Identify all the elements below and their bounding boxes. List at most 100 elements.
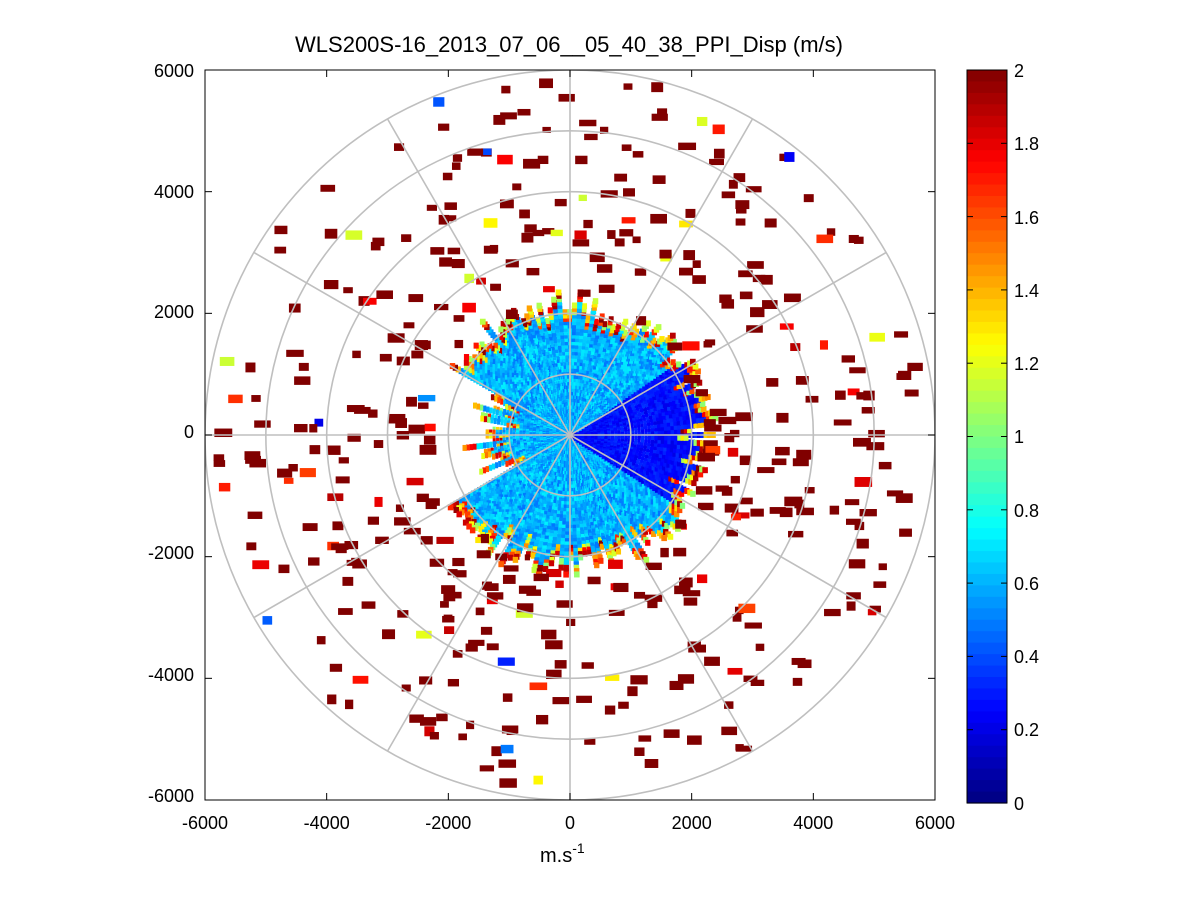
- data-cell: [472, 360, 477, 367]
- data-cell: [563, 329, 568, 336]
- data-cell: [595, 343, 600, 350]
- data-cell: [686, 366, 693, 373]
- data-cell: [544, 511, 548, 518]
- data-cell: [572, 477, 576, 484]
- data-cell: [683, 390, 689, 397]
- data-cell: [609, 544, 615, 551]
- data-cell: [557, 384, 561, 391]
- data-cell: [614, 359, 619, 366]
- data-cell: [649, 387, 654, 394]
- data-cell: [515, 550, 521, 557]
- data-cell: [558, 476, 562, 483]
- data-cell: [561, 477, 565, 484]
- data-cell: [561, 346, 565, 353]
- data-cell: [539, 555, 545, 562]
- data-cell: [676, 361, 682, 368]
- data-cell: [612, 369, 616, 376]
- data-cell: [643, 383, 647, 390]
- data-cell: [585, 368, 589, 375]
- data-cell: [590, 314, 595, 321]
- data-cell: [530, 339, 535, 346]
- data-cell: [639, 389, 643, 396]
- data-cell: [532, 353, 537, 360]
- data-cell: [555, 544, 561, 551]
- data-cell: [514, 542, 519, 549]
- data-cell: [518, 489, 522, 496]
- data-cell: [541, 510, 545, 517]
- data-cell: [551, 474, 555, 481]
- data-cell: [486, 406, 490, 413]
- data-cell: [538, 475, 542, 482]
- data-cell: [601, 338, 606, 345]
- data-cell: [563, 325, 568, 332]
- data-cell: [664, 428, 668, 435]
- data-cell: [604, 384, 608, 391]
- data-cell: [526, 330, 531, 337]
- data-cell: [654, 408, 659, 415]
- data-cell: [551, 389, 555, 396]
- data-cell: [581, 493, 585, 500]
- data-cell: [546, 384, 550, 391]
- data-cell: [517, 375, 521, 382]
- data-cell: [686, 422, 692, 429]
- data-cell: [641, 380, 645, 387]
- data-cell: [593, 521, 598, 528]
- data-cell: [571, 389, 575, 396]
- data-cell: [558, 319, 564, 326]
- data-cell: [598, 365, 602, 372]
- data-cell: [559, 557, 565, 564]
- data-cell: [549, 533, 554, 540]
- data-cell: [570, 372, 574, 379]
- data-cell: [585, 313, 591, 320]
- data-cell: [555, 475, 559, 482]
- data-cell: [498, 387, 502, 394]
- data-cell: [558, 503, 562, 510]
- data-cell: [588, 512, 592, 519]
- data-cell: [505, 509, 510, 516]
- data-cell: [583, 367, 587, 374]
- data-cell: [564, 342, 569, 349]
- data-cell: [525, 551, 532, 558]
- data-cell: [554, 381, 558, 388]
- data-cell: [548, 519, 553, 526]
- data-cell: [637, 386, 642, 393]
- data-cell: [502, 353, 507, 360]
- data-cell: [522, 484, 526, 491]
- data-cell: [672, 374, 678, 381]
- data-cell: [540, 472, 544, 479]
- data-cell: [574, 389, 578, 396]
- data-cell: [649, 359, 654, 366]
- data-cell: [592, 301, 598, 308]
- data-cell: [532, 335, 537, 342]
- data-cell: [593, 322, 598, 329]
- data-cell: [574, 571, 580, 578]
- data-cell: [570, 366, 574, 373]
- data-cell: [570, 481, 574, 488]
- data-cell: [656, 374, 662, 381]
- data-cell: [538, 509, 542, 516]
- data-cell: [610, 345, 615, 352]
- data-cell: [626, 387, 630, 394]
- data-cell: [524, 378, 528, 385]
- data-cell: [513, 365, 517, 372]
- data-cell: [493, 441, 497, 448]
- data-cell: [556, 356, 560, 363]
- data-cell: [696, 417, 702, 424]
- data-cell: [555, 503, 559, 510]
- data-cell: [596, 354, 600, 361]
- data-cell: [518, 493, 522, 500]
- data-cell: [524, 485, 528, 492]
- data-cell: [499, 410, 503, 417]
- data-cell: [645, 381, 650, 388]
- data-cell: [562, 379, 566, 386]
- data-cell: [559, 494, 563, 501]
- data-cell: [615, 390, 619, 397]
- data-cell: [670, 385, 676, 392]
- data-cell: [555, 391, 559, 398]
- data-cell: [597, 509, 601, 516]
- data-cell: [577, 370, 581, 377]
- data-cell: [650, 419, 654, 426]
- data-cell: [496, 501, 501, 508]
- data-cell: [552, 478, 556, 485]
- data-cell: [639, 372, 644, 379]
